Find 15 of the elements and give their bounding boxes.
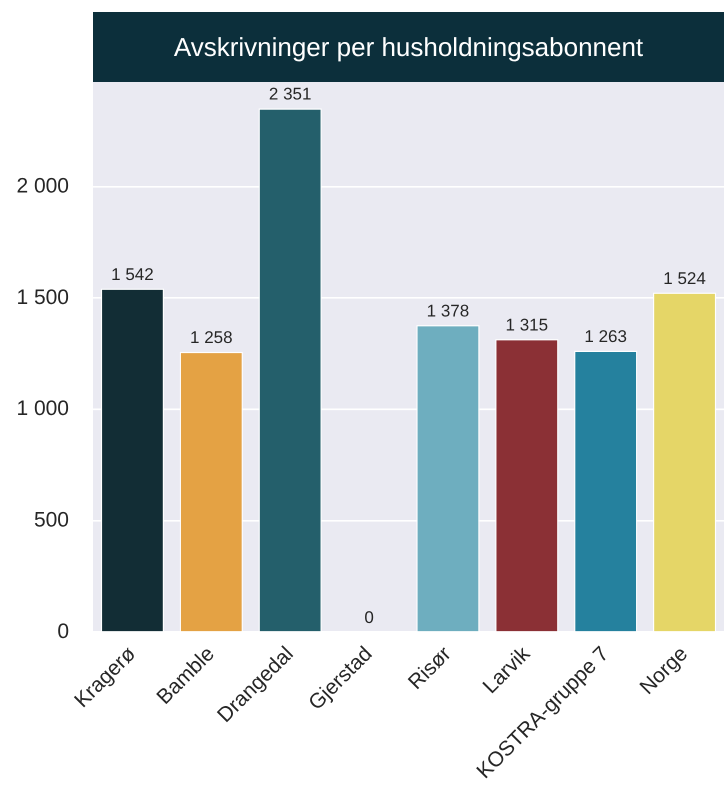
- title-banner: Avskrivninger per husholdningsabonnent: [93, 12, 724, 82]
- data-label: 2 351: [268, 84, 312, 104]
- data-label: 1 263: [584, 326, 627, 346]
- data-label: 1 542: [111, 264, 154, 284]
- y-tick-label: 0: [57, 620, 69, 643]
- y-tick-label: 2 000: [16, 174, 69, 198]
- data-label: 1 378: [426, 301, 470, 320]
- data-label: 1 524: [663, 268, 706, 288]
- y-tick-label: 500: [34, 508, 69, 532]
- data-label: 1 315: [506, 315, 548, 334]
- y-tick-label: 1 500: [16, 286, 69, 309]
- chart-title: Avskrivninger per husholdningsabonnent: [174, 32, 644, 62]
- y-tick-label: 1 000: [16, 397, 69, 420]
- data-label: 1 258: [190, 328, 233, 348]
- data-label: 0: [364, 608, 374, 628]
